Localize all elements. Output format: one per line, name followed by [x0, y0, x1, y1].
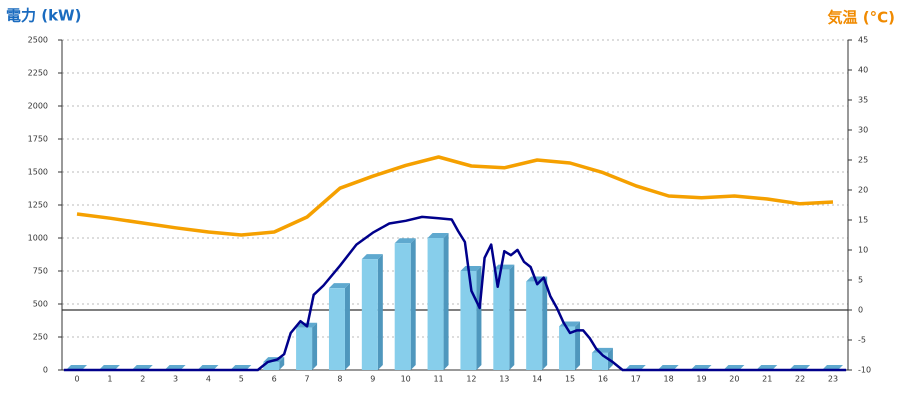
x-tick-label: 14: [532, 375, 542, 384]
x-tick-label: 13: [499, 375, 509, 384]
y-tick-label: 2000: [28, 102, 48, 111]
bar-side: [476, 266, 482, 370]
bar: [526, 281, 543, 370]
y2-tick-label: 20: [858, 186, 868, 195]
x-tick-label: 19: [696, 375, 706, 384]
x-tick-label: 5: [239, 375, 244, 384]
x-tick-label: 6: [272, 375, 277, 384]
bar-top: [361, 254, 383, 260]
x-tick-label: 16: [598, 375, 608, 384]
bar: [263, 362, 280, 370]
bar-top: [328, 283, 350, 289]
x-tick-label: 12: [466, 375, 476, 384]
line: [63, 215, 847, 372]
x-tick-label: 4: [206, 375, 211, 384]
bar-side: [607, 347, 613, 370]
y2-tick-label: 5: [858, 276, 863, 285]
bar: [591, 352, 608, 370]
bar-side: [443, 233, 449, 370]
x-tick-label: 17: [631, 375, 641, 384]
y2-tick-label: 35: [858, 96, 868, 105]
bar-side: [312, 322, 318, 370]
y-tick-label: 1250: [28, 201, 48, 210]
y2-tick-label: 30: [858, 126, 868, 135]
x-tick-label: 20: [729, 375, 739, 384]
x-tick-label: 11: [433, 375, 443, 384]
y2-tick-label: 45: [858, 36, 868, 45]
left-axis-title: 電力 (kW): [6, 7, 81, 25]
x-tick-label: 8: [337, 375, 342, 384]
bar: [493, 269, 510, 370]
bar: [427, 238, 444, 370]
y2-tick-label: 0: [858, 306, 863, 315]
bar-side: [575, 321, 581, 370]
bar-side: [509, 264, 515, 370]
x-tick-label: 15: [565, 375, 575, 384]
bar: [394, 243, 411, 370]
y-tick-label: 2500: [28, 36, 48, 45]
bar-top: [394, 238, 416, 244]
x-tick-label: 22: [795, 375, 805, 384]
x-tick-label: 9: [370, 375, 375, 384]
right-axis-title: 気温 (°C): [828, 9, 895, 27]
y-tick-label: 750: [33, 267, 48, 276]
y-tick-label: 1500: [28, 168, 48, 177]
x-tick-label: 7: [305, 375, 310, 384]
bar: [559, 326, 576, 370]
bar-side: [410, 238, 416, 370]
y2-tick-label: 40: [858, 66, 868, 75]
x-tick-label: 18: [664, 375, 674, 384]
x-tick-label: 21: [762, 375, 772, 384]
bar-top: [493, 264, 515, 270]
x-tick-label: 0: [74, 375, 79, 384]
y2-tick-label: -10: [858, 366, 871, 375]
bar: [361, 259, 378, 370]
y2-tick-label: 10: [858, 246, 868, 255]
bar: [296, 327, 313, 370]
y-tick-label: 1750: [28, 135, 48, 144]
x-tick-label: 1: [107, 375, 112, 384]
y-tick-label: 0: [43, 366, 48, 375]
bar: [460, 271, 477, 370]
y-tick-label: 500: [33, 300, 48, 309]
bar-top: [427, 233, 449, 238]
line: [76, 155, 834, 237]
y2-tick-label: 25: [858, 156, 868, 165]
bar-top: [460, 266, 482, 271]
bar-side: [377, 254, 383, 370]
x-tick-label: 23: [828, 375, 838, 384]
y-tick-label: 250: [33, 333, 48, 342]
x-tick-label: 2: [140, 375, 145, 384]
x-tick-label: 10: [401, 375, 411, 384]
x-tick-label: 3: [173, 375, 178, 384]
y2-tick-label: 15: [858, 216, 868, 225]
y2-tick-label: -5: [858, 336, 866, 345]
y-tick-label: 1000: [28, 234, 48, 243]
bar-side: [344, 283, 350, 370]
bar: [328, 288, 345, 370]
bar-side: [542, 276, 548, 370]
y-tick-label: 2250: [28, 69, 48, 78]
bar-side: [279, 357, 285, 370]
